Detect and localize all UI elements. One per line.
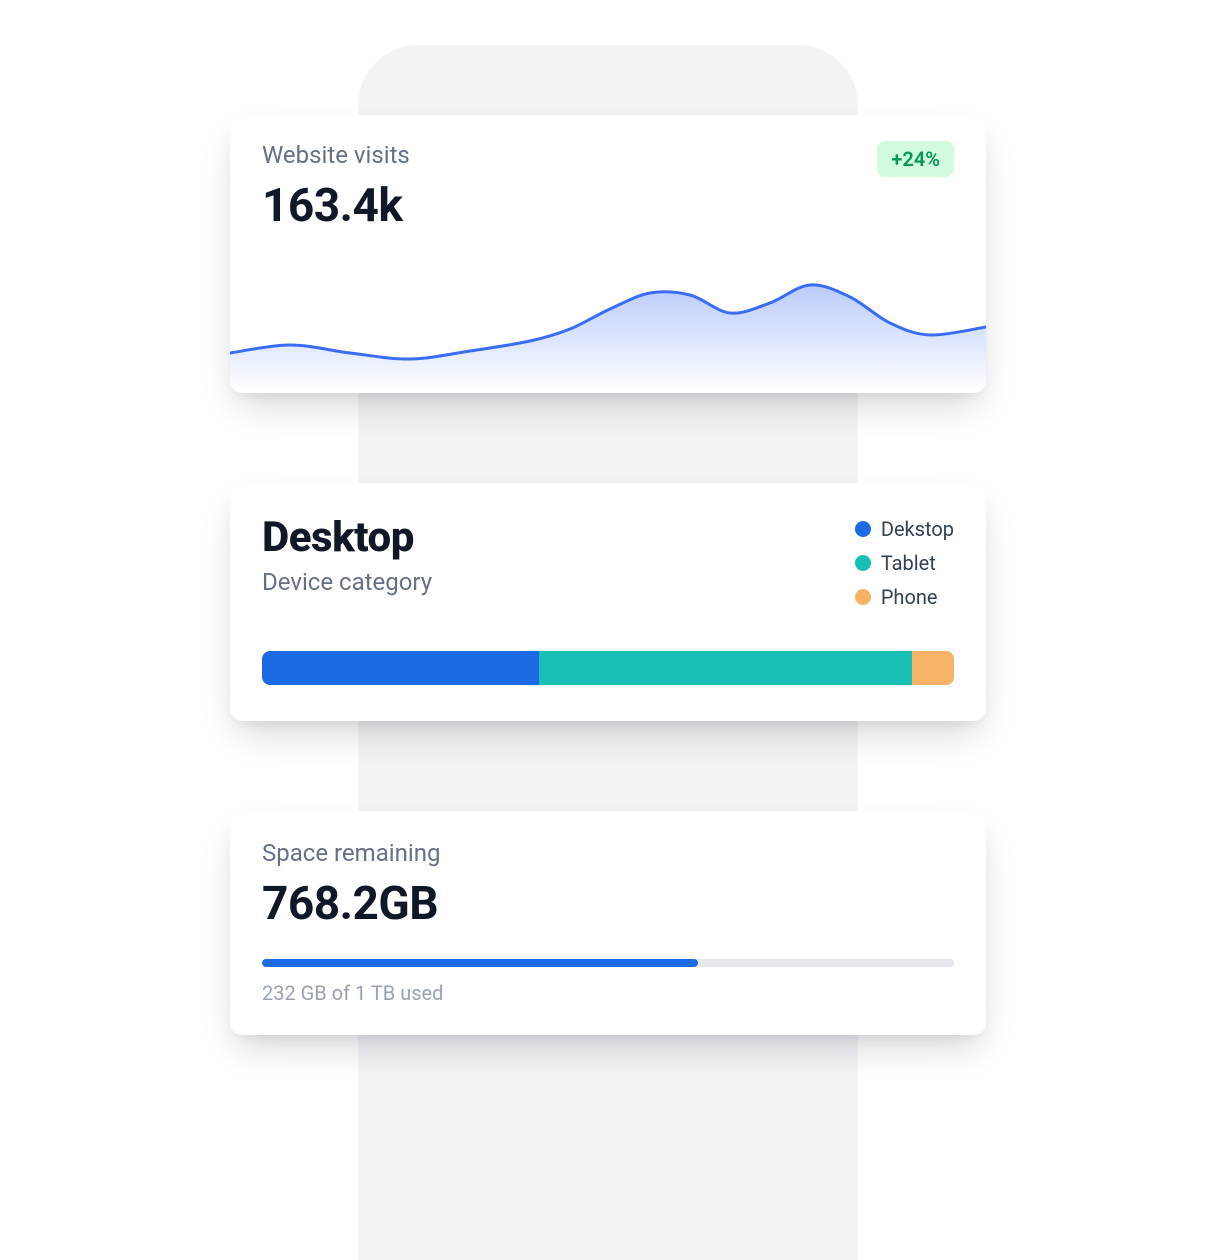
storage-progress-track (262, 959, 954, 967)
legend-label-desktop: Dekstop (881, 517, 954, 541)
legend-dot-phone (855, 589, 871, 605)
stacked-seg-tablet (539, 651, 913, 685)
cards-column: Website visits 163.4k +24% Desktop Devic… (230, 115, 986, 1035)
visits-value: 163.4k (262, 179, 410, 233)
storage-progress-fill (262, 959, 698, 967)
delta-badge: +24% (877, 141, 954, 177)
device-subtitle: Device category (262, 568, 432, 596)
sparkline-svg (230, 253, 986, 393)
stacked-seg-desktop (262, 651, 539, 685)
legend-item-phone: Phone (855, 585, 954, 609)
visits-sparkline (230, 253, 986, 393)
visits-header: Website visits 163.4k +24% (230, 115, 986, 233)
storage-card: Space remaining 768.2GB 232 GB of 1 TB u… (230, 811, 986, 1035)
legend-item-desktop: Dekstop (855, 517, 954, 541)
device-card: Desktop Device category Dekstop Tablet Pho… (230, 483, 986, 721)
legend-dot-tablet (855, 555, 871, 571)
visits-text: Website visits 163.4k (262, 141, 410, 233)
storage-value: 768.2GB (262, 877, 954, 931)
visits-card: Website visits 163.4k +24% (230, 115, 986, 393)
device-title: Desktop (262, 513, 432, 562)
legend-dot-desktop (855, 521, 871, 537)
stage: Website visits 163.4k +24% Desktop Devic… (0, 0, 1216, 1260)
storage-label: Space remaining (262, 839, 954, 867)
legend-item-tablet: Tablet (855, 551, 954, 575)
device-stacked-bar (262, 651, 954, 685)
visits-label: Website visits (262, 141, 410, 169)
legend-label-phone: Phone (881, 585, 938, 609)
device-legend: Dekstop Tablet Phone (855, 513, 954, 609)
device-title-block: Desktop Device category (262, 513, 432, 609)
storage-caption: 232 GB of 1 TB used (262, 981, 954, 1005)
legend-label-tablet: Tablet (881, 551, 936, 575)
stacked-seg-phone (912, 651, 954, 685)
device-header: Desktop Device category Dekstop Tablet Pho… (262, 513, 954, 609)
